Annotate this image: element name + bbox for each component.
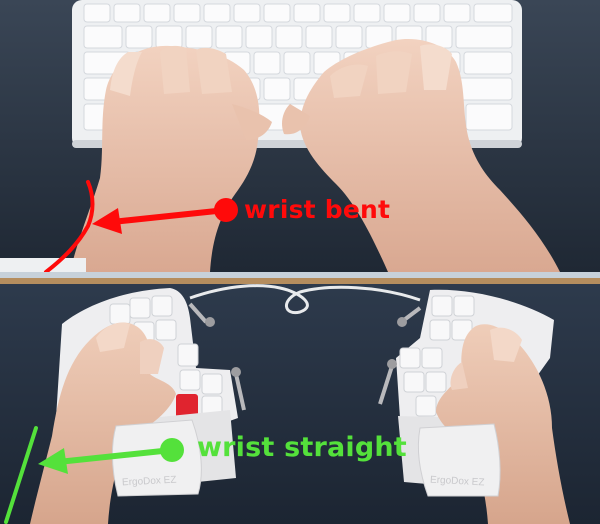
wrist-bend-line — [44, 180, 95, 272]
straight-arrow-dot — [160, 438, 184, 462]
top-scene — [0, 0, 600, 272]
wrist-straight-label: wrist straight — [197, 432, 407, 463]
bottom-panel-split-keyboard-photo: ErgoDox EZ ErgoDox EZ — [0, 278, 600, 524]
top-panel-flat-keyboard-photo: wrist bent — [0, 0, 600, 272]
red-key — [176, 394, 198, 418]
wrist-straight-line — [4, 426, 38, 524]
panel-divider — [0, 272, 600, 278]
straight-wrist-annotation — [4, 426, 184, 524]
right-hand-straight — [436, 324, 570, 524]
left-hand-straight — [30, 322, 176, 524]
keyboard-cable — [189, 284, 421, 315]
wooden-desk-edge — [0, 278, 600, 284]
bottom-scene — [0, 278, 600, 524]
bent-arrow-head — [92, 208, 122, 234]
bent-wrist-annotation — [44, 180, 238, 272]
bent-arrow-shaft — [109, 207, 229, 225]
right-palm-rest — [417, 423, 501, 497]
bent-arrow-dot — [214, 198, 238, 222]
straight-arrow-shaft — [55, 447, 175, 465]
wrist-bent-label: wrist bent — [244, 195, 391, 224]
straight-arrow-head — [38, 448, 68, 474]
right-hand — [282, 38, 560, 272]
left-palm-rest — [111, 419, 202, 497]
keyboard-edge — [0, 258, 86, 272]
